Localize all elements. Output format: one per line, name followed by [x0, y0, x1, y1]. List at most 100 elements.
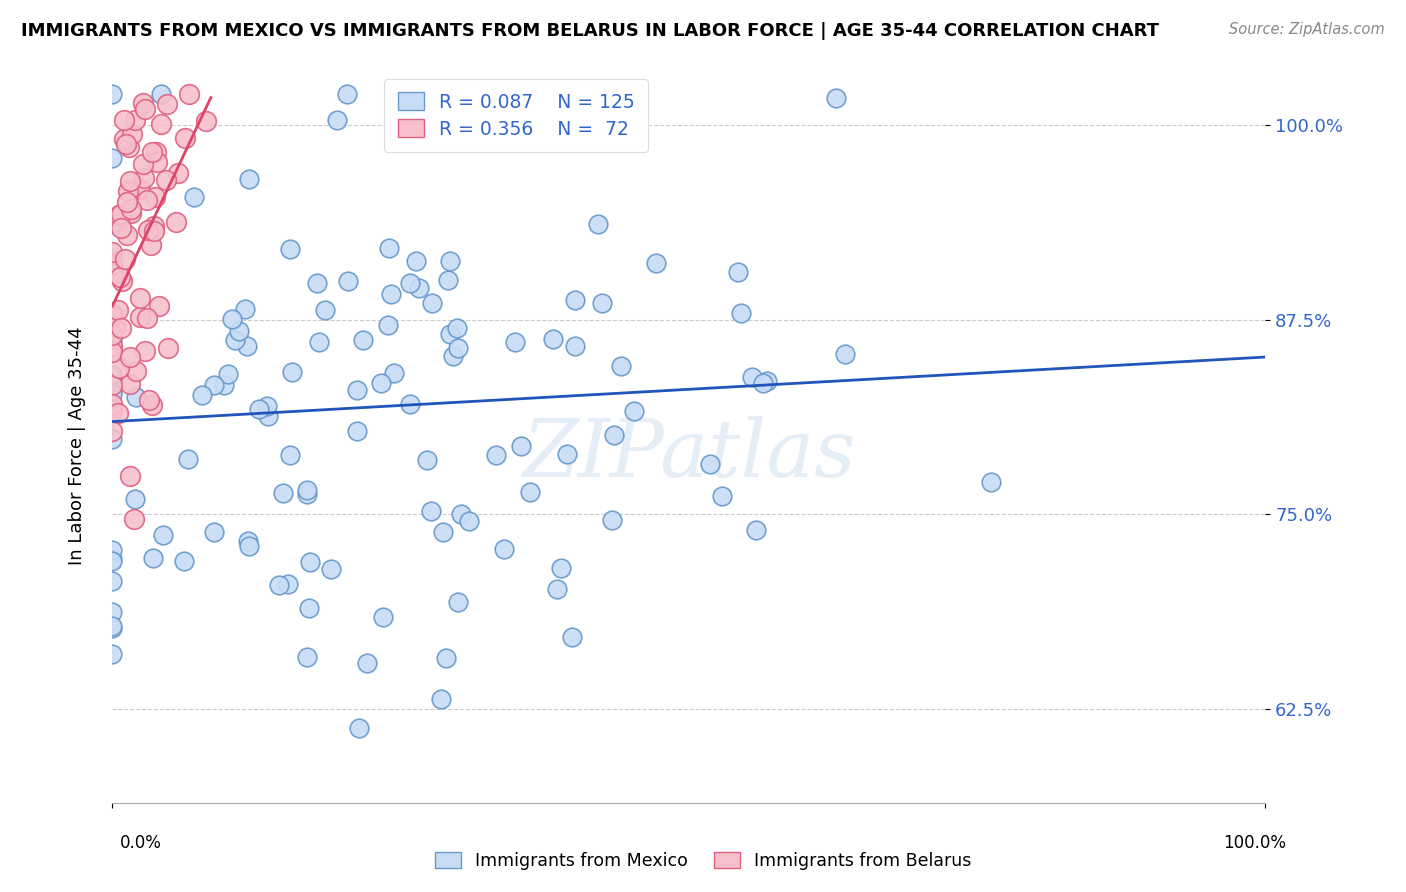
Point: [101, 397, 124, 411]
Point: [447, 342, 470, 356]
Point: [107, 302, 129, 317]
Point: [120, 174, 142, 188]
Point: [346, 383, 368, 397]
Point: [101, 387, 124, 401]
Point: [177, 452, 200, 467]
Point: [564, 293, 586, 307]
Point: [136, 311, 159, 326]
Point: [143, 189, 166, 203]
Point: [136, 194, 159, 208]
Point: [141, 145, 163, 159]
Point: [238, 539, 260, 553]
Point: [101, 339, 124, 353]
Point: [319, 562, 342, 576]
Point: [378, 241, 401, 255]
Point: [430, 692, 453, 706]
Point: [616, 87, 638, 101]
Point: [308, 335, 330, 350]
Point: [277, 576, 299, 591]
Point: [377, 318, 399, 332]
Point: [101, 403, 124, 417]
Point: [730, 306, 752, 320]
Point: [110, 274, 132, 288]
Point: [699, 457, 721, 471]
Point: [336, 274, 359, 288]
Point: [555, 447, 578, 461]
Text: In Labor Force | Age 35-44: In Labor Force | Age 35-44: [69, 326, 86, 566]
Legend: Immigrants from Mexico, Immigrants from Belarus: Immigrants from Mexico, Immigrants from …: [426, 844, 980, 879]
Point: [191, 388, 214, 402]
Point: [481, 87, 503, 101]
Point: [110, 207, 132, 221]
Point: [236, 339, 259, 353]
Legend: R = 0.087    N = 125, R = 0.356    N =  72: R = 0.087 N = 125, R = 0.356 N = 72: [384, 79, 648, 152]
Point: [439, 253, 461, 268]
Point: [519, 485, 541, 500]
Point: [314, 302, 336, 317]
Point: [128, 291, 150, 305]
Point: [124, 492, 146, 507]
Point: [600, 513, 623, 527]
Point: [101, 621, 124, 635]
Point: [228, 324, 250, 338]
Point: [485, 448, 508, 462]
Point: [132, 157, 155, 171]
Point: [420, 504, 443, 518]
Point: [101, 256, 124, 270]
Point: [165, 215, 187, 229]
Point: [298, 601, 321, 615]
Point: [546, 582, 568, 597]
Point: [118, 468, 141, 483]
Point: [420, 296, 443, 310]
Point: [101, 217, 124, 231]
Text: ZIPatlas: ZIPatlas: [522, 416, 856, 493]
Point: [408, 281, 430, 295]
Point: [143, 224, 166, 238]
Point: [356, 657, 378, 671]
Point: [399, 397, 422, 411]
Point: [195, 113, 218, 128]
Point: [336, 87, 359, 101]
Point: [101, 344, 124, 359]
Point: [101, 543, 124, 558]
Point: [101, 306, 124, 320]
Point: [134, 344, 156, 359]
Text: IMMIGRANTS FROM MEXICO VS IMMIGRANTS FROM BELARUS IN LABOR FORCE | AGE 35-44 COR: IMMIGRANTS FROM MEXICO VS IMMIGRANTS FRO…: [21, 22, 1159, 40]
Point: [710, 489, 733, 503]
Point: [145, 145, 167, 160]
Point: [145, 154, 167, 169]
Point: [432, 525, 454, 540]
Point: [101, 377, 124, 392]
Point: [101, 554, 124, 568]
Point: [278, 448, 301, 462]
Point: [752, 376, 775, 390]
Point: [173, 554, 195, 568]
Point: [202, 378, 225, 392]
Point: [299, 555, 322, 569]
Point: [373, 610, 395, 624]
Point: [755, 374, 778, 388]
Point: [437, 273, 460, 287]
Text: 100.0%: 100.0%: [1223, 834, 1286, 852]
Point: [142, 550, 165, 565]
Point: [564, 339, 586, 353]
Point: [623, 404, 645, 418]
Point: [295, 487, 318, 501]
Point: [129, 182, 152, 196]
Point: [143, 219, 166, 233]
Point: [101, 424, 124, 438]
Point: [281, 365, 304, 379]
Point: [221, 312, 243, 326]
Point: [278, 242, 301, 256]
Point: [117, 184, 139, 198]
Point: [834, 347, 856, 361]
Point: [115, 136, 138, 151]
Point: [269, 578, 291, 592]
Point: [107, 208, 129, 222]
Point: [125, 390, 148, 404]
Point: [588, 218, 610, 232]
Point: [346, 425, 368, 439]
Point: [380, 287, 402, 301]
Point: [212, 378, 235, 392]
Point: [349, 721, 371, 735]
